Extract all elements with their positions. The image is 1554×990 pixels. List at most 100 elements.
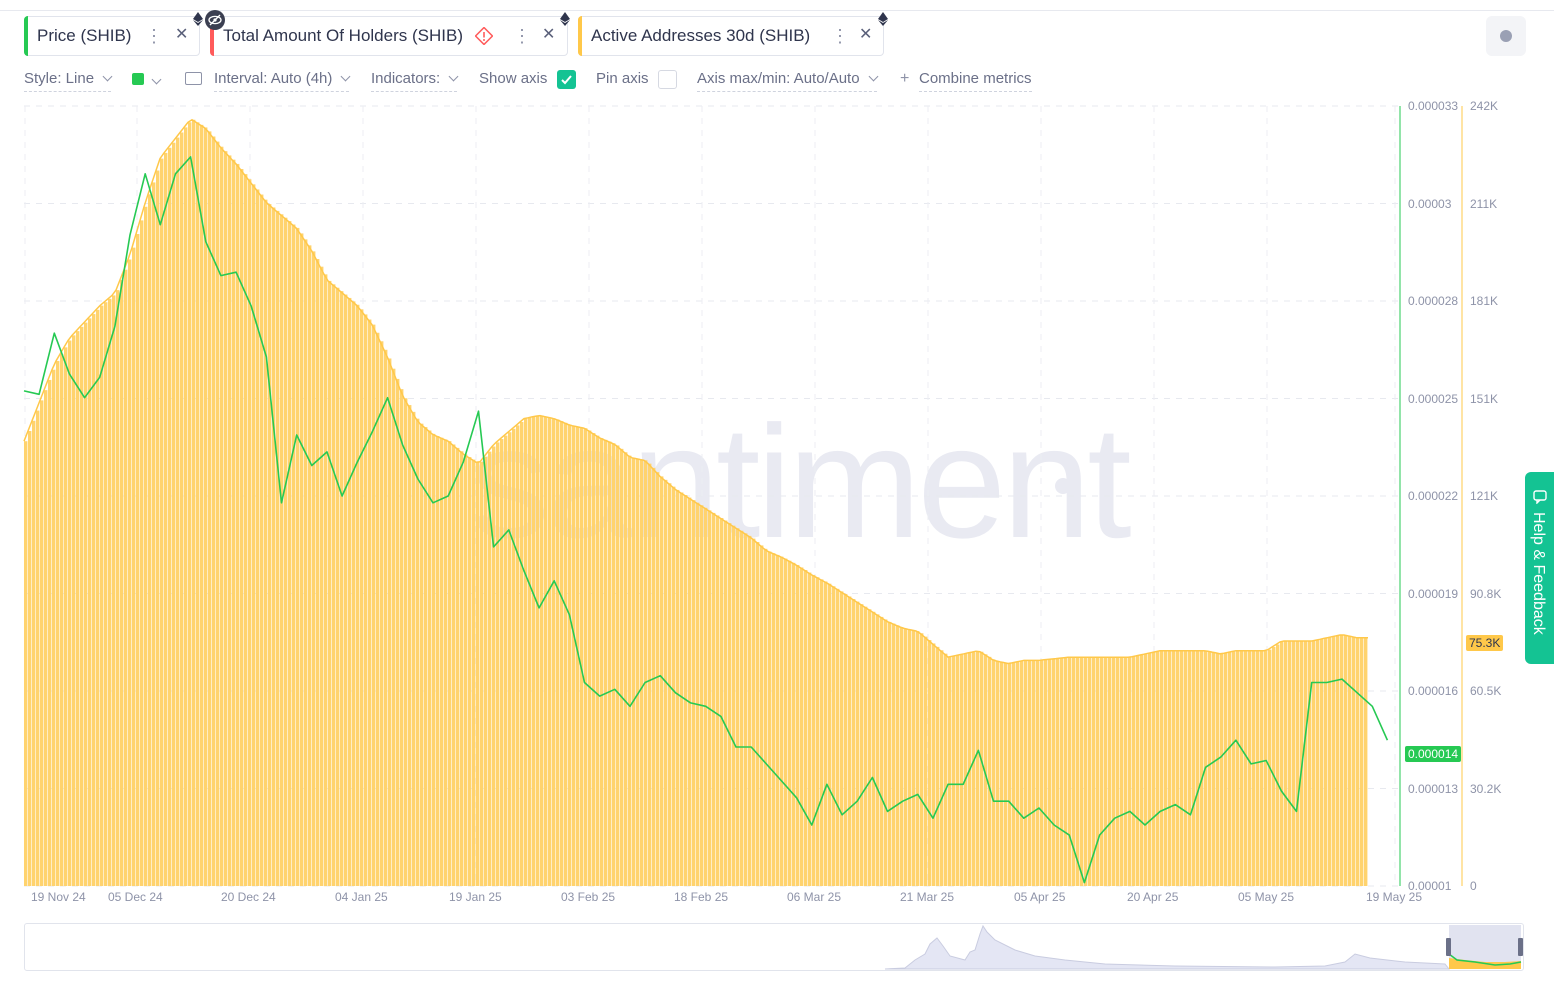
metric-chip-active-addresses[interactable]: Active Addresses 30d (SHIB) ⋮ ✕ — [578, 16, 884, 56]
pin-axis-option[interactable]: Pin axis — [596, 70, 649, 91]
axis-minmax-select[interactable]: Axis max/min: Auto/Auto — [697, 70, 879, 92]
active-addresses-bar — [572, 425, 576, 886]
active-addresses-bar — [628, 455, 632, 886]
active-addresses-bar — [528, 417, 532, 886]
active-addresses-bar — [992, 659, 996, 886]
navigator-right-handle[interactable] — [1518, 938, 1523, 956]
active-addresses-bar — [1364, 637, 1368, 886]
style-select[interactable]: Style: Line — [24, 70, 113, 92]
show-axis-option[interactable]: Show axis — [479, 70, 547, 91]
active-addresses-bar — [944, 653, 948, 886]
active-addresses-bar — [328, 280, 332, 886]
active-addresses-bar — [860, 604, 864, 886]
active-addresses-bar — [1016, 662, 1020, 886]
active-addresses-bar — [788, 560, 792, 886]
active-addresses-bar — [1260, 650, 1264, 886]
active-addresses-bar — [884, 619, 888, 886]
range-navigator[interactable] — [24, 923, 1524, 971]
close-icon[interactable]: ✕ — [542, 26, 556, 43]
interval-select[interactable]: Interval: Auto (4h) — [214, 70, 351, 92]
active-addresses-bar — [1032, 660, 1036, 886]
active-addresses-bar — [1064, 657, 1068, 886]
active-addresses-bar — [552, 418, 556, 886]
active-addresses-bar — [904, 628, 908, 886]
metric-chip-price[interactable]: Price (SHIB) ⋮ ✕ — [24, 16, 200, 56]
active-addresses-bar — [412, 411, 416, 886]
active-addresses-bar — [816, 577, 820, 886]
active-addresses-bar — [160, 158, 164, 886]
more-icon[interactable]: ⋮ — [145, 26, 163, 46]
active-addresses-bar — [1316, 640, 1320, 886]
active-addresses-bar — [500, 439, 504, 886]
active-addresses-bar — [1132, 656, 1136, 886]
active-addresses-bar — [248, 179, 252, 886]
active-addresses-bar — [212, 136, 216, 886]
record-button[interactable] — [1486, 16, 1526, 56]
active-addresses-bar — [188, 122, 192, 887]
active-addresses-bar — [1156, 651, 1160, 886]
active-addresses-bar — [240, 169, 244, 886]
more-icon[interactable]: ⋮ — [513, 26, 531, 46]
active-addresses-bar — [888, 621, 892, 886]
active-addresses-bar — [1340, 635, 1344, 886]
active-addresses-bar — [596, 435, 600, 886]
eye-off-icon[interactable] — [205, 10, 225, 30]
active-addresses-bar — [832, 586, 836, 886]
active-addresses-bar — [580, 427, 584, 886]
active-addresses-axis-tick: 90.8K — [1470, 586, 1502, 601]
active-addresses-bar — [292, 224, 296, 887]
pin-axis-checkbox[interactable] — [658, 70, 677, 89]
active-addresses-bar — [1312, 640, 1316, 886]
active-addresses-bar — [1072, 657, 1076, 886]
active-addresses-bar — [1124, 657, 1128, 886]
help-feedback-tab[interactable]: Help & Feedback — [1525, 472, 1554, 664]
indicators-select[interactable]: Indicators: — [371, 70, 459, 92]
active-addresses-bar — [864, 606, 868, 886]
active-addresses-bar — [724, 520, 728, 886]
active-addresses-bar — [224, 151, 228, 887]
active-addresses-bar — [1088, 657, 1092, 886]
active-addresses-bar — [1304, 641, 1308, 886]
active-addresses-bar — [760, 545, 764, 886]
line-color-swatch[interactable] — [132, 73, 144, 85]
combine-metrics-button[interactable]: Combine metrics — [919, 70, 1032, 92]
navigator-preview — [884, 924, 1523, 970]
active-addresses-bar — [144, 206, 148, 886]
active-addresses-bar — [856, 601, 860, 886]
active-addresses-bar — [88, 318, 92, 886]
active-addresses-bar — [524, 418, 528, 886]
time-axis-tick: 05 May 25 — [1238, 890, 1295, 904]
active-addresses-bar — [592, 433, 596, 886]
navigator-left-handle[interactable] — [1446, 938, 1451, 956]
active-addresses-bar — [804, 570, 808, 886]
active-addresses-bar — [324, 274, 328, 886]
active-addresses-bar — [1176, 650, 1180, 886]
active-addresses-bar — [132, 247, 136, 887]
metric-color-bar — [210, 16, 214, 56]
show-axis-checkbox[interactable] — [557, 70, 576, 89]
metric-chip-holders[interactable]: Total Amount Of Holders (SHIB) ⋮ ✕ — [210, 16, 568, 56]
active-addresses-bar — [1252, 650, 1256, 886]
active-addresses-bar — [116, 290, 120, 886]
active-addresses-bar — [316, 259, 320, 886]
active-addresses-bar — [196, 122, 200, 887]
active-addresses-bar — [256, 189, 260, 886]
active-addresses-bar — [1356, 637, 1360, 886]
active-addresses-bar — [1076, 657, 1080, 886]
close-icon[interactable]: ✕ — [175, 26, 189, 43]
price-axis-tick: 0.000025 — [1408, 391, 1459, 406]
active-addresses-bar — [236, 163, 240, 886]
active-addresses-bar — [1292, 641, 1296, 886]
interval-label: Interval: Auto (4h) — [214, 70, 333, 87]
active-addresses-bar — [1212, 652, 1216, 886]
active-addresses-bar — [24, 441, 28, 886]
warning-icon[interactable] — [475, 27, 493, 45]
active-addresses-bar — [48, 379, 52, 886]
active-addresses-bar — [1196, 650, 1200, 886]
active-addresses-bar — [940, 650, 944, 886]
close-icon[interactable]: ✕ — [859, 26, 873, 43]
active-addresses-bar — [1080, 657, 1084, 886]
more-icon[interactable]: ⋮ — [831, 26, 849, 46]
active-addresses-bar — [1112, 657, 1116, 886]
